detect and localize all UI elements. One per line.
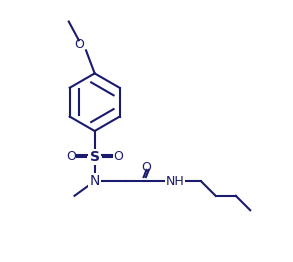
Text: S: S — [90, 150, 100, 164]
Text: O: O — [74, 38, 84, 51]
Text: O: O — [142, 161, 151, 173]
Text: O: O — [67, 150, 76, 163]
Text: N: N — [89, 174, 100, 188]
Text: O: O — [113, 150, 123, 163]
Text: NH: NH — [166, 175, 185, 188]
